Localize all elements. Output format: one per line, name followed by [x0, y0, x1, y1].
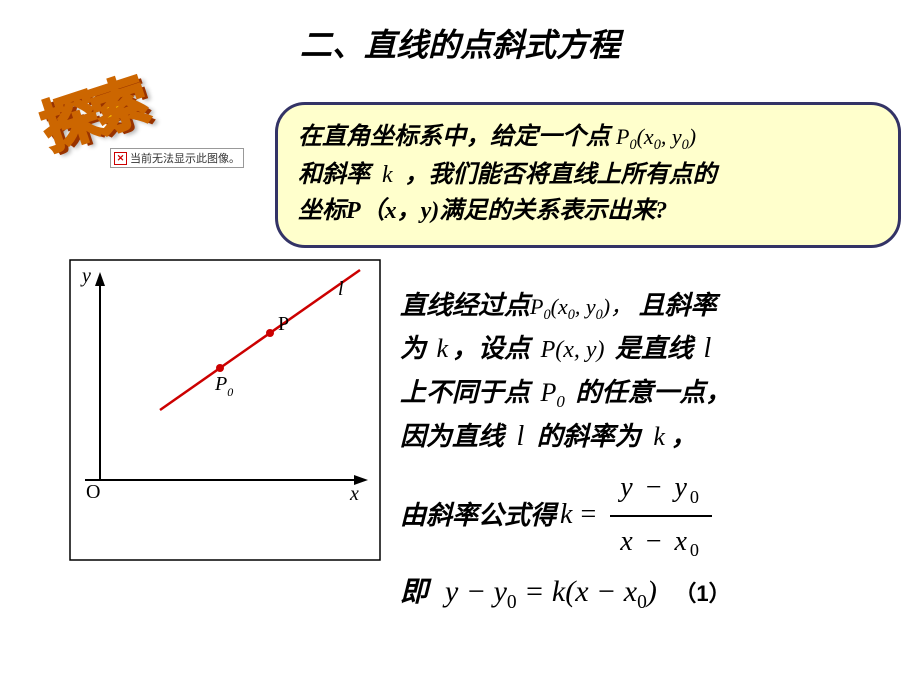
- line-l: [160, 270, 360, 410]
- bubble-line-1: 在直角坐标系中，给定一个点 P0(x0, y0): [298, 119, 878, 157]
- broken-image-placeholder: ✕ 当前无法显示此图像。: [110, 148, 244, 168]
- slope-fraction: y − y0 x − x0: [610, 466, 712, 565]
- x-axis-label: x: [349, 483, 359, 505]
- broken-image-text: 当前无法显示此图像。: [130, 150, 240, 166]
- explain-line-4: 因为直线 l 的斜率为 k，: [400, 415, 890, 460]
- point-p0: [216, 364, 224, 372]
- coordinate-graph: y x O l P P0: [70, 260, 380, 560]
- explain-line-1: 直线经过点P0(x0, y0)， 且斜率: [400, 285, 890, 327]
- bubble-line-2: 和斜率 k ，我们能否将直线上所有点的: [298, 157, 878, 193]
- line-l-label: l: [338, 278, 344, 300]
- bubble-line-3: 坐标P（x，y)满足的关系表示出来?: [298, 193, 878, 229]
- y-axis-arrow: [95, 272, 105, 286]
- point-p: [266, 329, 274, 337]
- point-p-label: P: [278, 313, 289, 335]
- final-equation: 即 y − y0 = k(x − x0) （1）: [400, 570, 731, 614]
- point-p0-label: P0: [214, 373, 233, 399]
- explain-line-3: 上不同于点 P0 的任意一点，: [400, 372, 890, 415]
- explain-line-5: 由斜率公式得 k = y − y0 x − x0: [400, 466, 890, 565]
- speech-bubble: 在直角坐标系中，给定一个点 P0(x0, y0) 和斜率 k ，我们能否将直线上…: [275, 102, 901, 248]
- explain-line-2: 为 k，设点 P(x, y) 是直线 l: [400, 327, 890, 372]
- graph-frame: [70, 260, 380, 560]
- y-axis-label: y: [80, 265, 91, 287]
- explanation-text: 直线经过点P0(x0, y0)， 且斜率 为 k，设点 P(x, y) 是直线 …: [400, 285, 890, 566]
- broken-image-icon: ✕: [114, 152, 127, 165]
- page-title: 二、直线的点斜式方程: [0, 0, 920, 66]
- origin-label: O: [86, 481, 100, 503]
